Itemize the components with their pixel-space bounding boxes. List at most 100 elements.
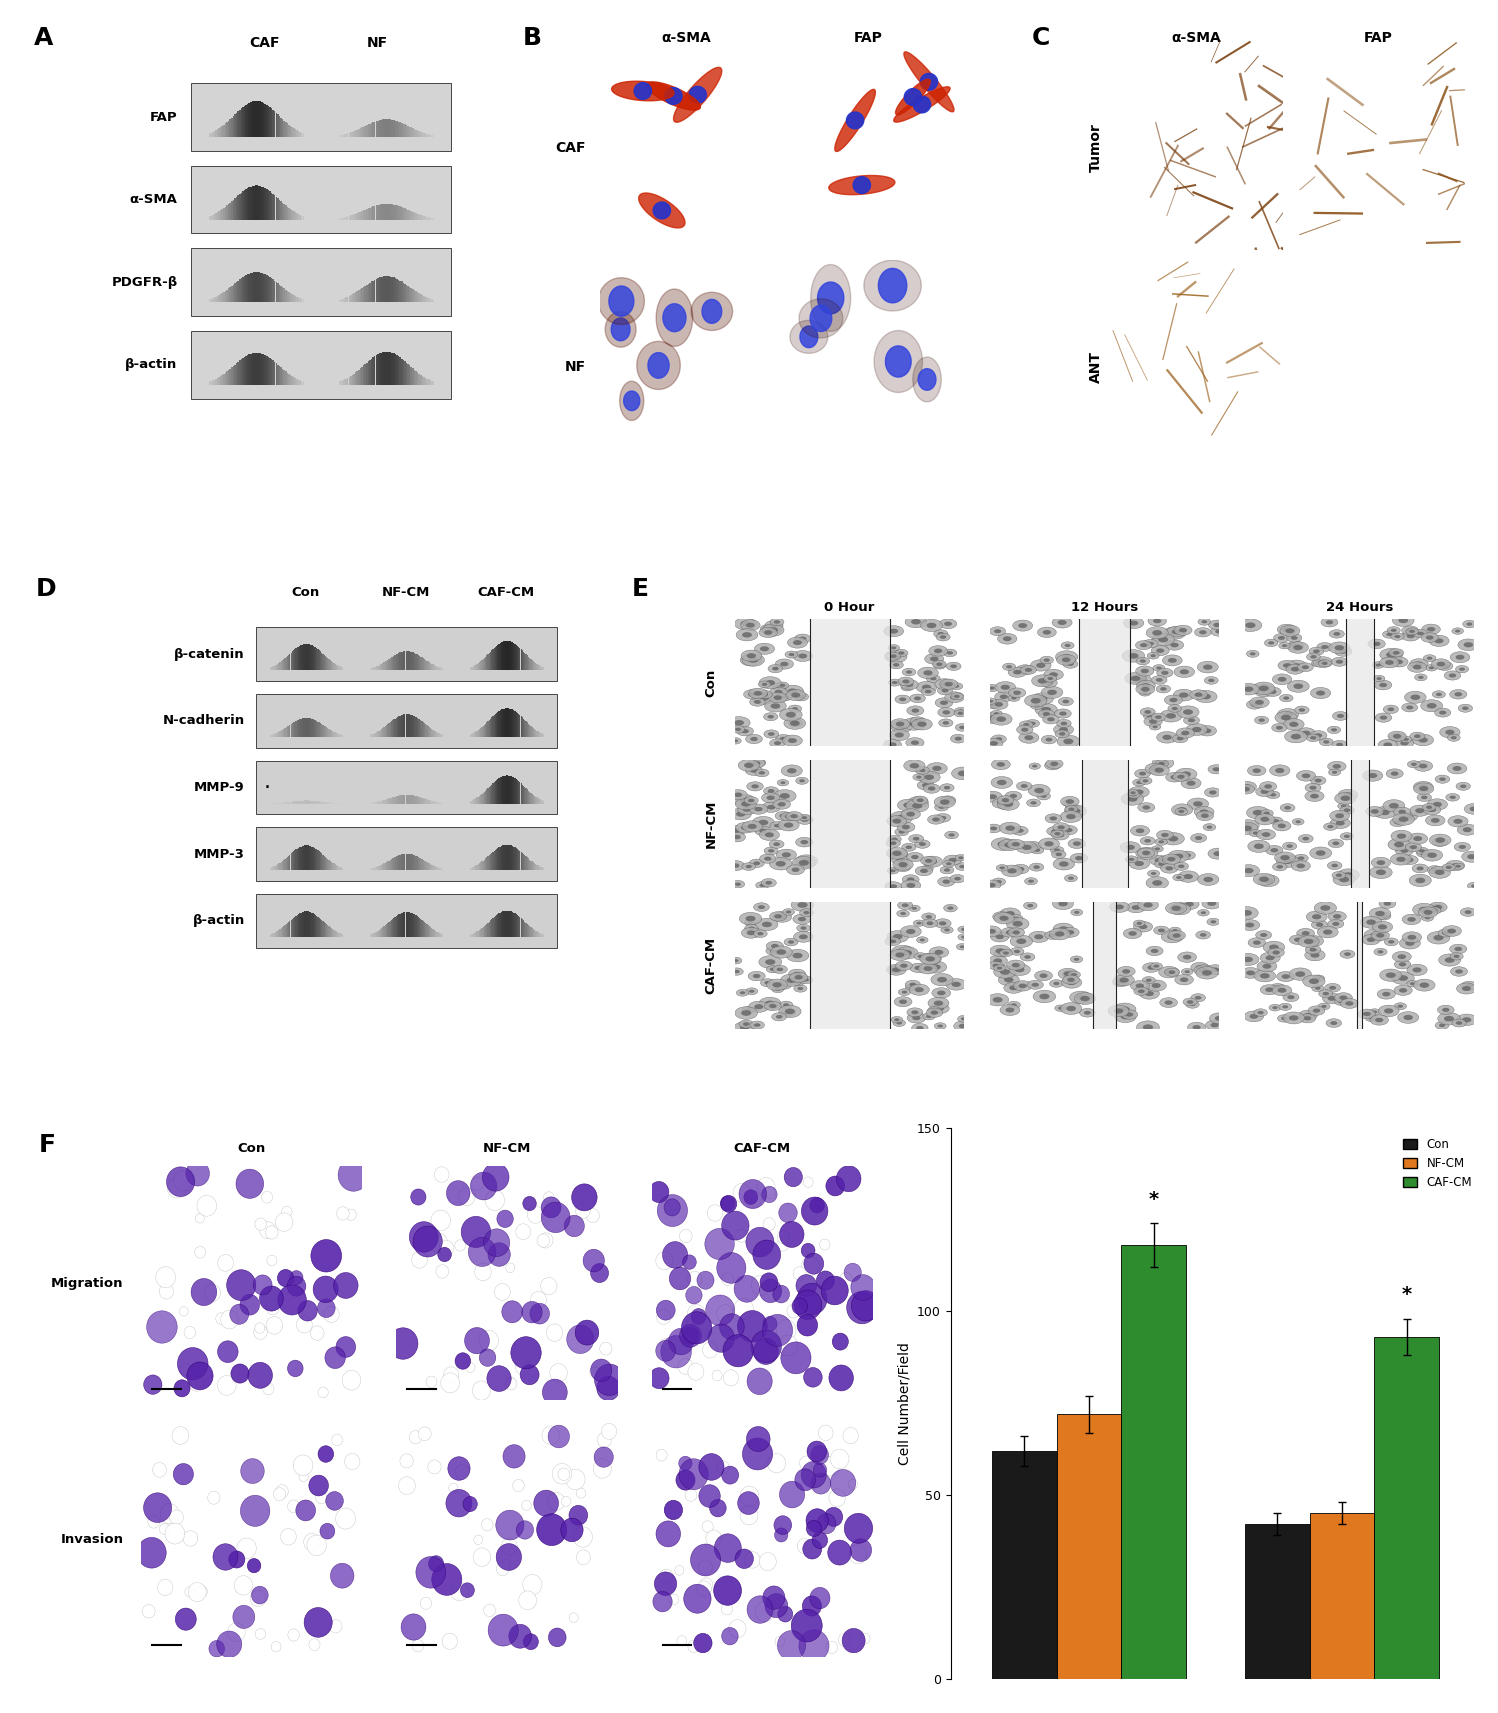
FancyBboxPatch shape xyxy=(268,356,270,385)
FancyBboxPatch shape xyxy=(286,373,288,385)
FancyBboxPatch shape xyxy=(380,204,382,219)
FancyBboxPatch shape xyxy=(343,379,346,385)
FancyBboxPatch shape xyxy=(217,296,219,303)
FancyBboxPatch shape xyxy=(270,358,271,385)
FancyBboxPatch shape xyxy=(388,276,389,303)
Text: NF-CM: NF-CM xyxy=(704,800,718,848)
FancyBboxPatch shape xyxy=(285,206,286,219)
FancyBboxPatch shape xyxy=(250,103,252,137)
FancyBboxPatch shape xyxy=(373,358,374,385)
FancyBboxPatch shape xyxy=(382,276,383,303)
FancyBboxPatch shape xyxy=(428,134,430,137)
FancyBboxPatch shape xyxy=(303,300,304,303)
Text: FAP: FAP xyxy=(1363,31,1393,45)
FancyBboxPatch shape xyxy=(366,363,367,385)
FancyBboxPatch shape xyxy=(267,188,268,219)
FancyBboxPatch shape xyxy=(297,379,298,385)
FancyBboxPatch shape xyxy=(279,284,280,303)
FancyBboxPatch shape xyxy=(377,206,379,219)
FancyBboxPatch shape xyxy=(232,367,234,385)
FancyBboxPatch shape xyxy=(232,116,234,137)
FancyBboxPatch shape xyxy=(298,132,300,137)
FancyBboxPatch shape xyxy=(400,358,401,385)
FancyBboxPatch shape xyxy=(380,120,382,137)
FancyBboxPatch shape xyxy=(208,382,210,385)
FancyBboxPatch shape xyxy=(211,132,214,137)
FancyBboxPatch shape xyxy=(220,127,222,137)
FancyBboxPatch shape xyxy=(407,286,409,303)
FancyBboxPatch shape xyxy=(288,207,289,219)
FancyBboxPatch shape xyxy=(273,279,274,303)
Text: 24 Hours: 24 Hours xyxy=(1326,601,1393,615)
FancyBboxPatch shape xyxy=(226,289,228,303)
FancyBboxPatch shape xyxy=(214,132,216,137)
FancyBboxPatch shape xyxy=(294,128,295,137)
Text: Invasion: Invasion xyxy=(60,1533,124,1547)
FancyBboxPatch shape xyxy=(274,111,276,137)
FancyBboxPatch shape xyxy=(264,188,267,219)
FancyBboxPatch shape xyxy=(419,214,421,219)
FancyBboxPatch shape xyxy=(231,118,232,137)
FancyBboxPatch shape xyxy=(279,367,280,385)
FancyBboxPatch shape xyxy=(292,127,294,137)
FancyBboxPatch shape xyxy=(240,360,241,385)
FancyBboxPatch shape xyxy=(229,120,231,137)
FancyBboxPatch shape xyxy=(403,123,404,137)
FancyBboxPatch shape xyxy=(367,125,369,137)
Text: PDGFR-β: PDGFR-β xyxy=(111,276,178,289)
FancyBboxPatch shape xyxy=(383,351,385,385)
FancyBboxPatch shape xyxy=(219,128,220,137)
FancyBboxPatch shape xyxy=(255,272,256,303)
FancyBboxPatch shape xyxy=(383,120,385,137)
Text: Migration: Migration xyxy=(51,1276,124,1290)
FancyBboxPatch shape xyxy=(282,368,283,385)
FancyBboxPatch shape xyxy=(298,214,300,219)
FancyBboxPatch shape xyxy=(427,379,428,385)
FancyBboxPatch shape xyxy=(407,209,409,219)
FancyBboxPatch shape xyxy=(258,353,259,385)
FancyBboxPatch shape xyxy=(225,373,226,385)
FancyBboxPatch shape xyxy=(354,293,355,303)
FancyBboxPatch shape xyxy=(256,353,258,385)
FancyBboxPatch shape xyxy=(374,206,376,219)
FancyBboxPatch shape xyxy=(289,375,292,385)
FancyBboxPatch shape xyxy=(220,375,222,385)
FancyBboxPatch shape xyxy=(294,377,295,385)
FancyBboxPatch shape xyxy=(220,295,222,303)
FancyBboxPatch shape xyxy=(412,212,413,219)
Text: N-cadherin: N-cadherin xyxy=(163,714,244,728)
FancyBboxPatch shape xyxy=(394,206,395,219)
FancyBboxPatch shape xyxy=(247,274,249,303)
FancyBboxPatch shape xyxy=(240,194,241,219)
FancyBboxPatch shape xyxy=(395,206,398,219)
FancyBboxPatch shape xyxy=(208,300,210,303)
FancyBboxPatch shape xyxy=(261,103,262,137)
FancyBboxPatch shape xyxy=(352,295,354,303)
FancyBboxPatch shape xyxy=(391,278,392,303)
Text: MMP-9: MMP-9 xyxy=(195,781,244,795)
FancyBboxPatch shape xyxy=(244,356,246,385)
FancyBboxPatch shape xyxy=(398,206,400,219)
FancyBboxPatch shape xyxy=(190,331,451,399)
FancyBboxPatch shape xyxy=(211,298,214,303)
FancyBboxPatch shape xyxy=(216,296,217,303)
FancyBboxPatch shape xyxy=(256,761,557,814)
FancyBboxPatch shape xyxy=(389,276,391,303)
FancyBboxPatch shape xyxy=(216,214,217,219)
FancyBboxPatch shape xyxy=(386,276,388,303)
Text: CAF-CM: CAF-CM xyxy=(478,586,535,600)
FancyBboxPatch shape xyxy=(277,115,279,137)
FancyBboxPatch shape xyxy=(286,291,288,303)
FancyBboxPatch shape xyxy=(259,272,261,303)
FancyBboxPatch shape xyxy=(340,300,342,303)
FancyBboxPatch shape xyxy=(234,199,235,219)
FancyBboxPatch shape xyxy=(373,122,374,137)
FancyBboxPatch shape xyxy=(273,110,274,137)
FancyBboxPatch shape xyxy=(379,278,380,303)
FancyBboxPatch shape xyxy=(369,123,370,137)
FancyBboxPatch shape xyxy=(391,120,392,137)
FancyBboxPatch shape xyxy=(288,291,289,303)
FancyBboxPatch shape xyxy=(346,298,348,303)
FancyBboxPatch shape xyxy=(404,361,406,385)
FancyBboxPatch shape xyxy=(358,370,360,385)
